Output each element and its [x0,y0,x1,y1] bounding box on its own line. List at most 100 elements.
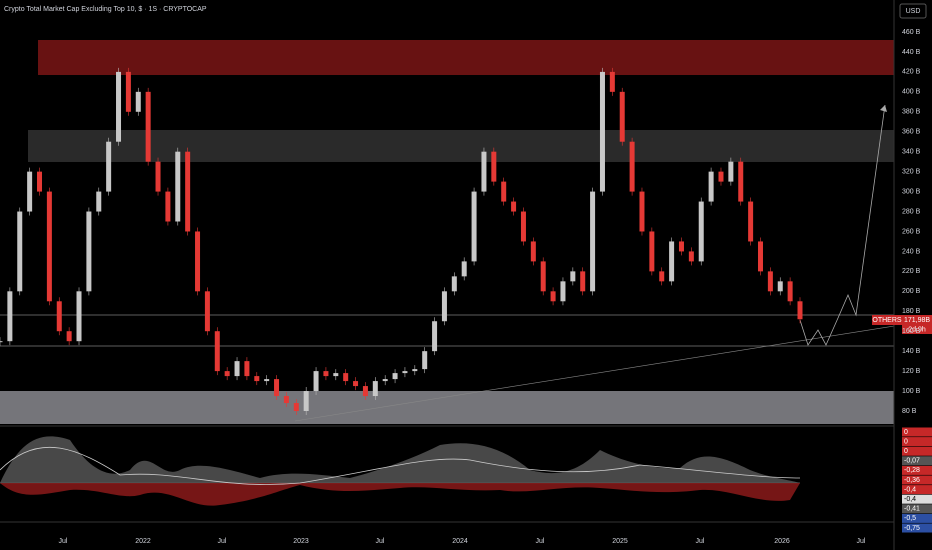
arrow-head [880,105,887,112]
price-axis-label: 300 B [902,188,921,195]
time-axis-label: 2024 [452,538,468,545]
candle [748,201,754,242]
candle [175,151,181,222]
price-axis-label: 360 B [902,129,921,136]
candle [550,291,556,302]
currency-box[interactable] [899,3,927,19]
indicator-label: 0 [904,448,908,455]
candle [372,381,378,397]
candle [570,271,576,282]
price-axis-label: 380 B [902,109,921,116]
candle [629,141,635,192]
candle [293,403,299,411]
price-axis-label: 280 B [902,208,921,215]
price-axis-label: 460 B [902,29,921,36]
candle [323,371,329,377]
candle [116,71,122,142]
osc-positive [0,436,800,483]
symbol-label: OTHERS [872,317,902,324]
time-axis-label: Jul [696,538,705,545]
indicator-label: -0,28 [904,467,920,474]
indicator-label: -0,5 [904,515,916,522]
candle [145,91,151,162]
time-axis-label: Jul [376,538,385,545]
countdown-label: 2d 9h [908,326,926,333]
candle [649,231,655,272]
candle [254,376,260,382]
candle [787,281,793,302]
time-axis-label: 2022 [135,538,151,545]
candle [738,161,744,202]
indicator-tag [902,437,932,447]
indicator-tag [902,465,932,475]
time-axis-label: Jul [59,538,68,545]
candle [283,396,289,404]
candle [767,271,773,292]
indicator-tag [902,523,932,533]
indicator-label: -0,07 [904,458,920,465]
candle [106,141,112,192]
candle [501,181,507,202]
trend-line [294,325,895,422]
countdown-tag [902,325,932,334]
candle [0,341,3,343]
candle [313,371,319,392]
candle [27,171,33,212]
candle [66,331,72,342]
candle [224,371,230,377]
indicator-label: -0,4 [904,496,916,503]
supply-zone [28,130,894,162]
candle [135,91,141,112]
candle [165,191,171,222]
candle [46,191,52,302]
candle [264,379,270,382]
chart-title: Crypto Total Market Cap Excluding Top 10… [4,6,207,13]
candle [757,241,763,272]
candle [86,211,92,292]
price-axis-label: 180 B [902,308,921,315]
candle [481,151,487,192]
candle [214,331,220,372]
price-axis-label: 160 B [902,328,921,335]
candle [204,291,210,332]
candle [688,251,694,262]
indicator-tag [902,427,932,437]
candle [412,369,418,372]
candle [669,241,675,282]
time-axis-label: 2025 [612,538,628,545]
indicator-label: -0,41 [904,506,920,513]
time-axis-label: 2026 [774,538,790,545]
candle [155,161,161,192]
candle [797,301,803,320]
time-axis-label: 2023 [293,538,309,545]
indicator-label: -0,4 [904,486,916,493]
price-tag [902,315,932,325]
candle [540,261,546,292]
time-axis-label: Jul [218,538,227,545]
candle [590,191,596,292]
projection-path [799,104,886,346]
price-axis-label: 120 B [902,368,921,375]
indicator-tag [902,485,932,495]
candle [659,271,665,282]
candle [402,371,408,374]
candle [777,281,783,292]
candle [461,261,467,277]
currency[interactable]: USD [906,8,921,15]
resistance-zone [38,40,894,75]
candle [274,379,280,397]
candle [96,191,102,212]
candle [580,271,586,292]
candle [422,351,428,370]
candle [708,171,714,202]
price-axis-label: 420 B [902,69,921,76]
candle [195,231,201,292]
indicator-label: 0 [904,438,908,445]
candle [353,381,359,387]
osc-negative [0,483,800,506]
osc-signal [0,446,801,485]
price-axis-label: 140 B [902,348,921,355]
candle [362,386,368,397]
price-axis-label: 440 B [902,49,921,56]
